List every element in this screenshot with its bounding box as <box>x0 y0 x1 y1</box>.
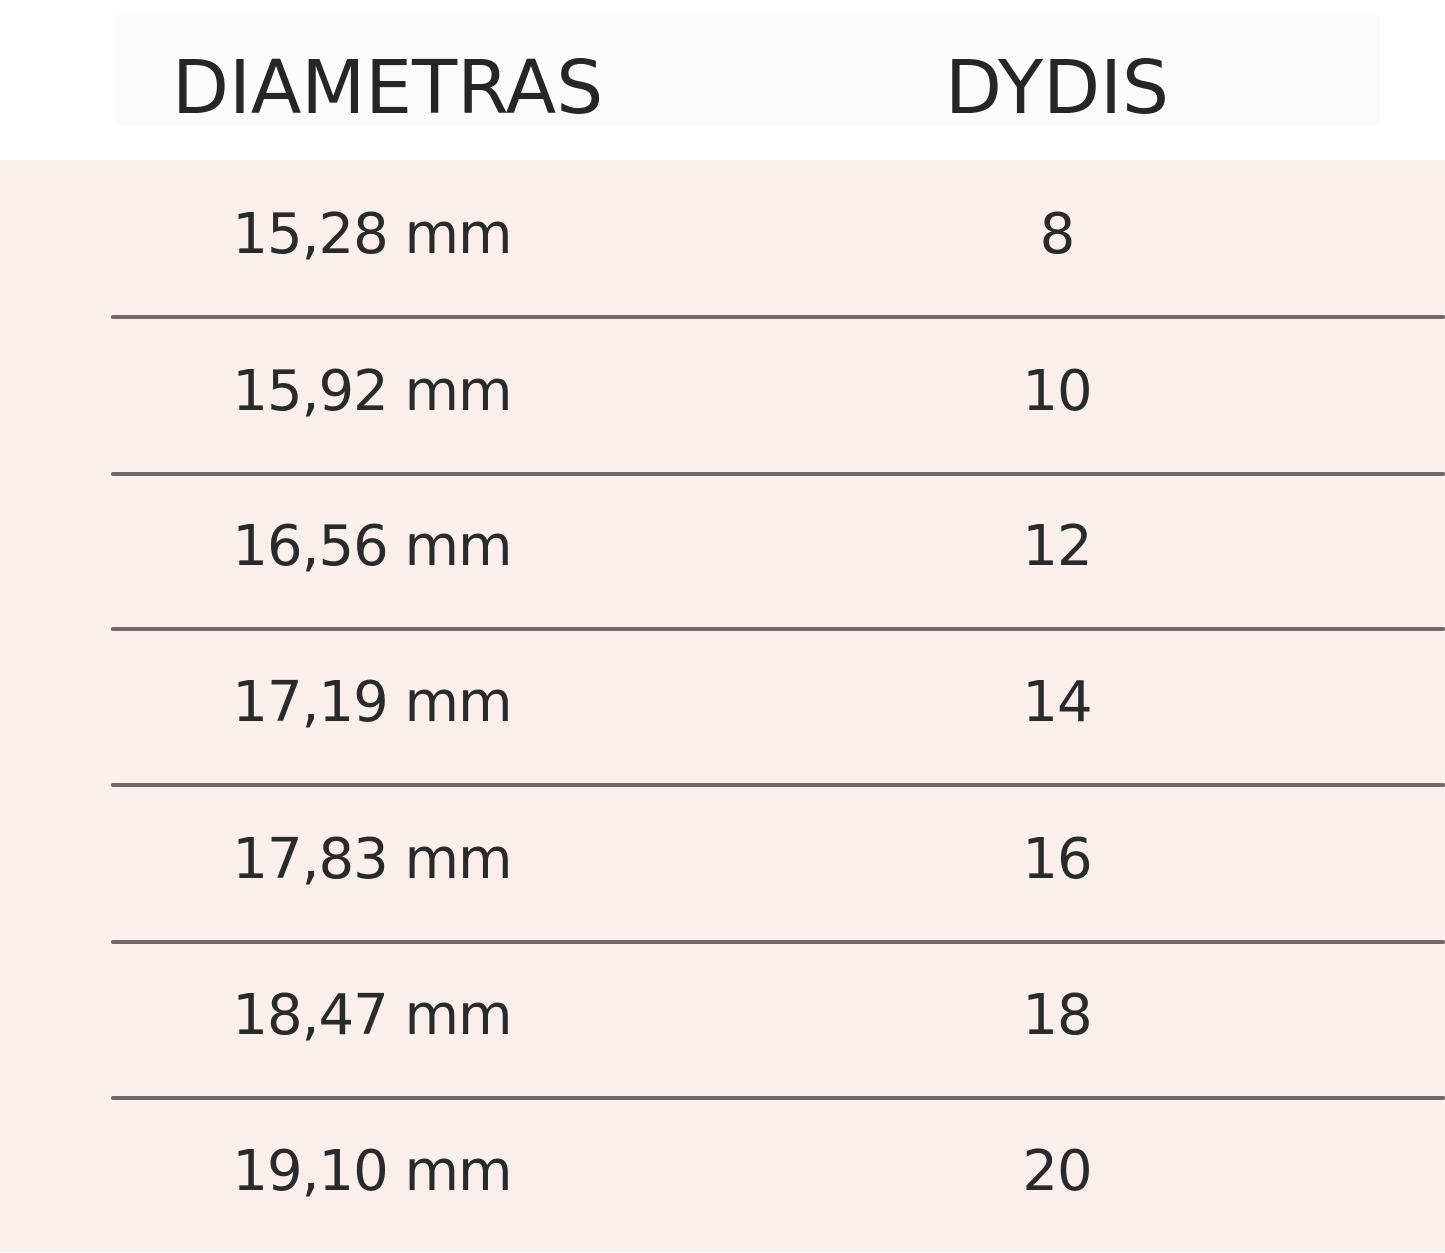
diameter-cell: 17,83 mm <box>232 827 512 892</box>
diameter-cell: 18,47 mm <box>232 983 512 1048</box>
row-divider <box>111 1096 1445 1100</box>
row-divider <box>111 783 1445 787</box>
diameter-cell: 17,19 mm <box>232 670 512 735</box>
table-row: 16,56 mm 12 <box>0 472 1445 631</box>
diameter-cell: 15,92 mm <box>232 359 512 424</box>
diameter-cell: 19,10 mm <box>232 1139 512 1204</box>
table-body: 15,28 mm 8 15,92 mm 10 16,56 mm 12 17,19… <box>0 160 1445 1252</box>
size-cell: 8 <box>1039 202 1076 267</box>
table-header <box>115 15 1380 125</box>
size-cell: 14 <box>1022 670 1092 735</box>
diameter-cell: 15,28 mm <box>232 202 512 267</box>
table-row: 15,92 mm 10 <box>0 317 1445 476</box>
size-cell: 18 <box>1022 983 1092 1048</box>
row-divider <box>111 940 1445 944</box>
size-cell: 20 <box>1022 1139 1092 1204</box>
size-cell: 12 <box>1022 514 1092 579</box>
table-row: 18,47 mm 18 <box>0 941 1445 1100</box>
header-size: DYDIS <box>945 45 1169 131</box>
size-cell: 16 <box>1022 827 1092 892</box>
table-row: 17,83 mm 16 <box>0 785 1445 944</box>
table-row: 19,10 mm 20 <box>0 1097 1445 1253</box>
header-diameter: DIAMETRAS <box>172 45 604 131</box>
row-divider <box>111 315 1445 319</box>
table-row: 17,19 mm 14 <box>0 628 1445 787</box>
diameter-cell: 16,56 mm <box>232 514 512 579</box>
row-divider <box>111 472 1445 476</box>
table-row: 15,28 mm 8 <box>0 160 1445 319</box>
size-cell: 10 <box>1022 359 1092 424</box>
row-divider <box>111 627 1445 631</box>
